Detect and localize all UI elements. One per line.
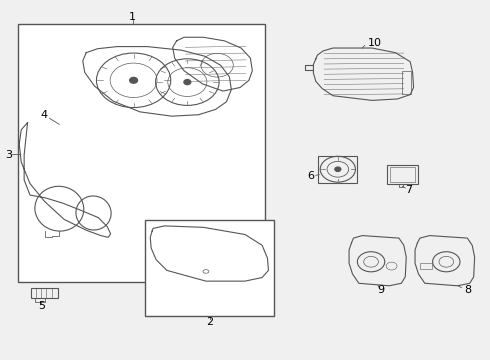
Circle shape: [130, 77, 138, 83]
FancyBboxPatch shape: [145, 220, 274, 316]
Text: 10: 10: [368, 38, 382, 48]
Text: 1: 1: [129, 12, 136, 22]
Text: 9: 9: [377, 285, 384, 296]
Text: 7: 7: [405, 185, 412, 195]
Text: 6: 6: [307, 171, 315, 181]
Text: 2: 2: [206, 318, 213, 327]
Text: 4: 4: [40, 111, 47, 121]
Circle shape: [335, 167, 341, 171]
FancyBboxPatch shape: [18, 24, 265, 282]
Text: 3: 3: [5, 150, 12, 160]
Text: 5: 5: [38, 301, 45, 311]
Circle shape: [184, 80, 191, 85]
Text: 8: 8: [464, 285, 471, 296]
